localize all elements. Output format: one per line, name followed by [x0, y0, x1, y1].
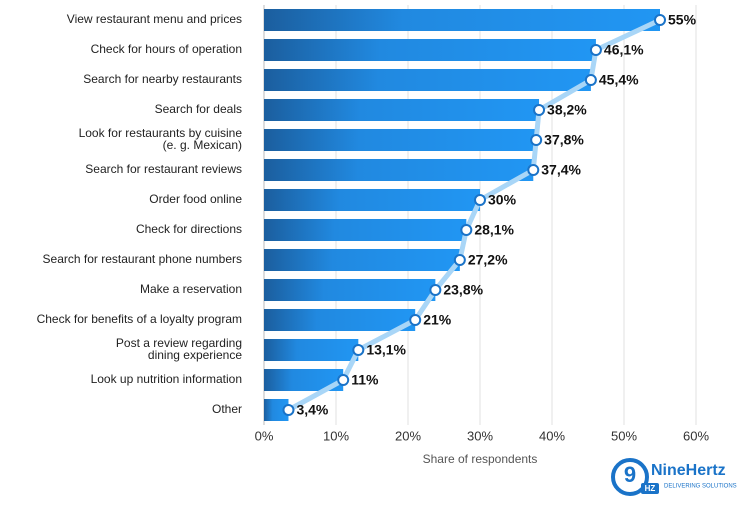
bar [264, 189, 480, 211]
y-tick-label: Post a review regarding dining experience [116, 336, 242, 362]
value-label: 55% [668, 12, 697, 28]
dot [474, 194, 486, 206]
y-tick-label: Look for restaurants by cuisine (e. g. Me… [79, 126, 243, 152]
value-label: 11% [351, 372, 379, 388]
bar [264, 339, 359, 361]
trend-line [287, 17, 662, 413]
value-label: 13,1% [366, 342, 406, 358]
x-tick-label: 40% [539, 428, 565, 443]
bar [264, 159, 534, 181]
bar [264, 279, 436, 301]
value-label: 38,2% [547, 102, 587, 118]
y-tick-label: Look up nutrition information [91, 372, 242, 386]
dot [337, 374, 350, 386]
y-tick-label: Order food online [149, 192, 242, 206]
bar [264, 9, 660, 31]
logo-mark: 9 [624, 462, 636, 487]
value-label: 46,1% [604, 42, 644, 58]
bar [264, 249, 460, 271]
x-tick-label: 20% [395, 428, 421, 443]
dot [460, 224, 473, 236]
dot [352, 344, 365, 356]
dot [530, 134, 543, 146]
value-label: 3,4% [296, 402, 328, 418]
y-tick-label: Search for deals [155, 102, 242, 116]
dot [527, 164, 540, 176]
bar [264, 399, 289, 421]
logo-badge-bg [641, 483, 659, 494]
value-label: 27,2% [468, 252, 508, 268]
dot [589, 44, 602, 56]
logo-badge: HZ [645, 484, 656, 493]
y-tick-label: Check for benefits of a loyalty program [37, 312, 242, 326]
dot [533, 104, 546, 116]
y-tick-label: Search for nearby restaurants [83, 72, 242, 86]
bar [264, 99, 540, 121]
y-tick-label: Check for directions [136, 222, 242, 236]
value-label: 37,8% [544, 132, 584, 148]
y-tick-label: Other [212, 402, 242, 416]
bar [264, 69, 591, 91]
bar [264, 309, 416, 331]
value-label: 30% [488, 192, 517, 208]
logo-ring [611, 458, 649, 496]
x-tick-label: 50% [611, 428, 637, 443]
x-tick-label: 30% [467, 428, 493, 443]
dot [654, 14, 666, 26]
y-tick-label: Make a reservation [140, 282, 242, 296]
value-label: 23,8% [443, 282, 483, 298]
value-label: 21% [423, 312, 452, 328]
y-tick-label: Check for hours of operation [91, 42, 242, 56]
y-tick-label: Search for restaurant phone numbers [43, 252, 242, 266]
x-tick-label: 0% [255, 428, 274, 443]
dot [282, 404, 295, 416]
logo-tagline: DELIVERING SOLUTIONS [664, 484, 737, 490]
x-tick-label: 60% [683, 428, 709, 443]
x-axis-title: Share of respondents [423, 452, 538, 466]
logo: 9 HZ NineHertz DELIVERING SOLUTIONS [611, 458, 737, 496]
value-label: 37,4% [541, 162, 581, 178]
x-tick-label: 10% [323, 428, 349, 443]
bar [264, 129, 537, 151]
dot [453, 254, 466, 266]
logo-name: NineHertz [651, 462, 726, 479]
bar [264, 219, 467, 241]
value-label: 28,1% [474, 222, 514, 238]
dot [584, 74, 597, 86]
y-tick-label: View restaurant menu and prices [67, 12, 242, 26]
bar [264, 369, 344, 391]
bar [264, 39, 596, 61]
y-tick-label: Search for restaurant reviews [85, 162, 242, 176]
dot [429, 284, 442, 296]
dot [409, 314, 422, 326]
value-label: 45,4% [599, 72, 639, 88]
